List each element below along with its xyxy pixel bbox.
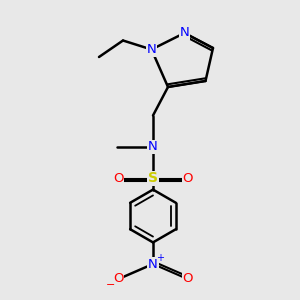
Text: +: +	[156, 253, 164, 263]
Text: N: N	[148, 257, 158, 271]
Text: N: N	[148, 140, 158, 154]
Text: N: N	[147, 43, 156, 56]
Text: −: −	[106, 280, 116, 290]
Text: O: O	[113, 272, 124, 286]
Text: N: N	[180, 26, 189, 40]
Text: S: S	[148, 172, 158, 185]
Text: O: O	[182, 272, 193, 286]
Text: O: O	[113, 172, 124, 185]
Text: O: O	[182, 172, 193, 185]
